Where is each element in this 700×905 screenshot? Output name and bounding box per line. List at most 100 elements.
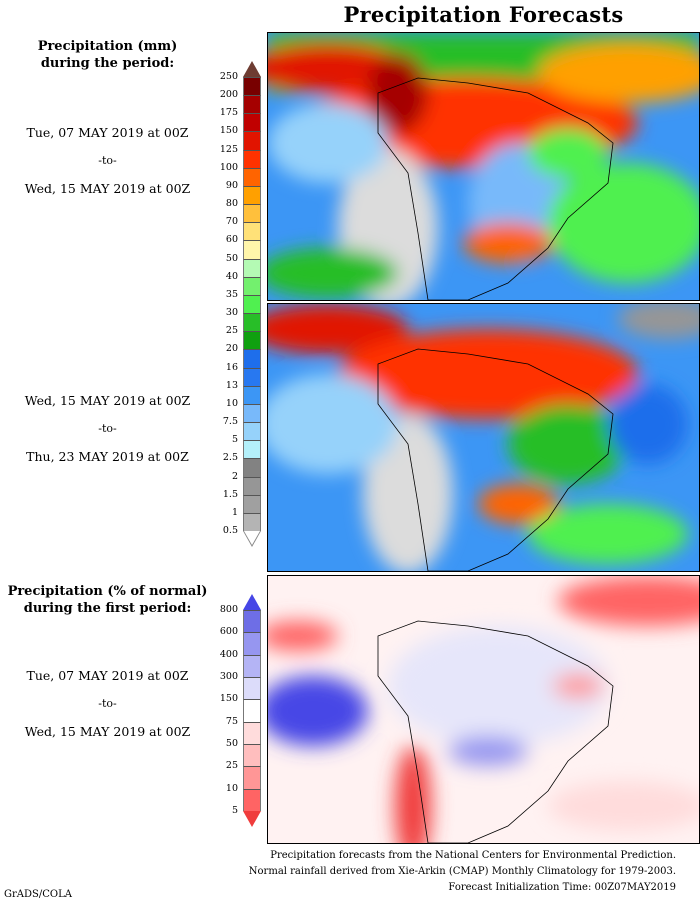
colorbar-tick-label: 70 bbox=[225, 216, 238, 228]
colorbar-tick-label: 20 bbox=[225, 343, 238, 355]
footer-line1: Precipitation forecasts from the Nationa… bbox=[270, 850, 676, 861]
colorbar-box bbox=[243, 422, 261, 441]
percent-legend-heading: Precipitation (% of normal) during the f… bbox=[0, 583, 215, 617]
colorbar-under-arrow bbox=[243, 811, 261, 827]
colorbar-box bbox=[243, 77, 261, 96]
colorbar-tick-label: 600 bbox=[219, 626, 238, 638]
period2-end: Thu, 23 MAY 2019 at 00Z bbox=[26, 449, 189, 464]
colorbar-tick-label: 10 bbox=[225, 782, 238, 794]
colorbar-under-arrow-fill bbox=[244, 531, 260, 545]
precip-map-period1-image bbox=[268, 33, 699, 300]
colorbar-tick-label: 40 bbox=[225, 270, 238, 282]
period1-label: Tue, 07 MAY 2019 at 00Z -to- Wed, 15 MAY… bbox=[0, 124, 215, 197]
colorbar-tick-label: 250 bbox=[219, 71, 238, 82]
colorbar-tick-label: 5 bbox=[231, 805, 238, 816]
colorbar-over-arrow bbox=[243, 61, 261, 77]
colorbar-box bbox=[243, 131, 261, 150]
colorbar-tick-label: 1.5 bbox=[222, 488, 238, 500]
colorbar-box bbox=[243, 788, 261, 811]
period2-sep: -to- bbox=[98, 422, 117, 435]
precip-heading-line1: Precipitation (mm) bbox=[37, 39, 178, 54]
colorbar-box bbox=[243, 458, 261, 477]
colorbar-tick-label: 5 bbox=[231, 434, 238, 446]
period1-end: Wed, 15 MAY 2019 at 00Z bbox=[24, 181, 191, 196]
colorbar-box bbox=[243, 258, 261, 277]
colorbar-box bbox=[243, 512, 261, 531]
colorbar-box bbox=[243, 766, 261, 789]
colorbar-box bbox=[243, 331, 261, 350]
colorbar-box bbox=[243, 476, 261, 495]
colorbar-tick-label: 75 bbox=[225, 715, 238, 727]
precip-heading-line2: during the period: bbox=[40, 56, 175, 71]
period1-start: Tue, 07 MAY 2019 at 00Z bbox=[26, 125, 189, 140]
colorbar-box bbox=[243, 204, 261, 223]
colorbar-tick-label: 35 bbox=[225, 288, 238, 300]
colorbar-tick-label: 50 bbox=[225, 252, 238, 264]
precip-map-period1 bbox=[267, 32, 700, 301]
period3-end: Wed, 15 MAY 2019 at 00Z bbox=[24, 724, 191, 739]
colorbar-tick-label: 150 bbox=[219, 693, 238, 705]
percent-normal-map-image bbox=[268, 576, 699, 843]
colorbar-tick-label: 125 bbox=[219, 143, 238, 155]
colorbar-tick-label: 10 bbox=[225, 397, 238, 409]
colorbar-tick-label: 400 bbox=[219, 648, 238, 660]
colorbar-box bbox=[243, 677, 261, 700]
colorbar-tick-label: 0.5 bbox=[222, 525, 238, 536]
colorbar-box bbox=[243, 185, 261, 205]
colorbar-tick-label: 25 bbox=[225, 760, 238, 772]
colorbar-over-arrow bbox=[243, 594, 261, 610]
footer-line3: Forecast Initialization Time: 00Z07MAY20… bbox=[448, 882, 676, 893]
page-title: Precipitation Forecasts bbox=[343, 2, 624, 27]
colorbar-box bbox=[243, 610, 261, 633]
percent-normal-map bbox=[267, 575, 700, 844]
colorbar-tick-label: 200 bbox=[219, 89, 238, 101]
colorbar-tick-label: 80 bbox=[225, 198, 238, 210]
colorbar-tick-label: 90 bbox=[225, 179, 238, 191]
colorbar-tick-label: 175 bbox=[219, 107, 238, 119]
colorbar-box bbox=[243, 632, 261, 655]
colorbar-box bbox=[243, 313, 261, 332]
colorbar-tick-label: 100 bbox=[219, 161, 238, 173]
colorbar-box bbox=[243, 240, 261, 259]
colorbar-tick-label: 50 bbox=[225, 738, 238, 749]
period3-start: Tue, 07 MAY 2019 at 00Z bbox=[26, 668, 189, 683]
precip-map-period2-image bbox=[268, 304, 699, 571]
footer-notes: Precipitation forecasts from the Nationa… bbox=[249, 848, 676, 896]
colorbar-tick-label: 300 bbox=[219, 671, 238, 682]
precip-map-period2 bbox=[267, 303, 700, 572]
colorbar-box bbox=[243, 276, 261, 295]
period1-sep: -to- bbox=[98, 154, 117, 167]
percent-heading-line2: during the first period: bbox=[23, 601, 192, 616]
period2-start: Wed, 15 MAY 2019 at 00Z bbox=[24, 393, 191, 408]
colorbar-box bbox=[243, 167, 261, 186]
footer-line2: Normal rainfall derived from Xie-Arkin (… bbox=[248, 866, 676, 877]
colorbar-box bbox=[243, 349, 261, 368]
grads-credit: GrADS/COLA bbox=[4, 889, 72, 900]
colorbar-tick-label: 13 bbox=[225, 379, 238, 391]
precip-legend-heading: Precipitation (mm) during the period: bbox=[0, 38, 215, 72]
percent-heading-line1: Precipitation (% of normal) bbox=[7, 584, 208, 599]
colorbar-tick-label: 25 bbox=[225, 325, 238, 337]
colorbar-box bbox=[243, 113, 261, 132]
colorbar-tick-label: 16 bbox=[225, 361, 238, 373]
colorbar-box bbox=[243, 403, 261, 423]
colorbar-tick-label: 7.5 bbox=[222, 416, 238, 428]
colorbar-tick-label: 2.5 bbox=[222, 452, 238, 464]
colorbar-tick-label: 30 bbox=[225, 307, 238, 319]
colorbar-box bbox=[243, 294, 261, 314]
period3-label: Tue, 07 MAY 2019 at 00Z -to- Wed, 15 MAY… bbox=[0, 667, 215, 740]
period3-sep: -to- bbox=[98, 697, 117, 710]
colorbar-box bbox=[243, 222, 261, 241]
colorbar-tick-label: 60 bbox=[225, 234, 238, 246]
colorbar-box bbox=[243, 494, 261, 513]
period2-label: Wed, 15 MAY 2019 at 00Z -to- Thu, 23 MAY… bbox=[0, 392, 215, 465]
colorbar-box bbox=[243, 440, 261, 459]
colorbar-box bbox=[243, 95, 261, 114]
colorbar-box bbox=[243, 367, 261, 386]
colorbar-box bbox=[243, 721, 261, 744]
colorbar-tick-label: 800 bbox=[219, 604, 238, 615]
colorbar-box bbox=[243, 699, 261, 722]
colorbar-tick-label: 1 bbox=[231, 506, 238, 518]
colorbar-box bbox=[243, 149, 261, 168]
colorbar-box bbox=[243, 654, 261, 677]
